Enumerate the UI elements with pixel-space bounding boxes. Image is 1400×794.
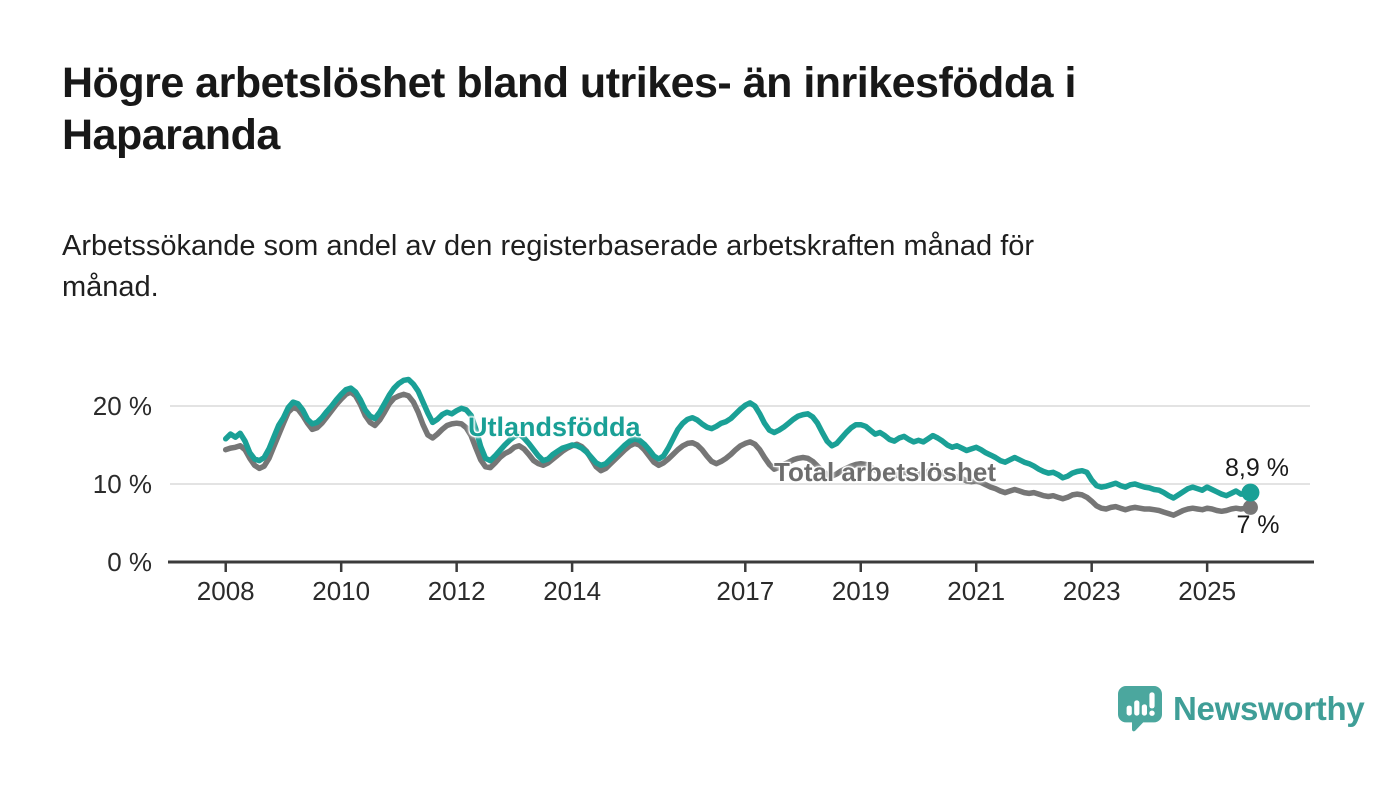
x-axis-tick-label: 2021 bbox=[947, 576, 1005, 606]
x-axis-tick-label: 2019 bbox=[832, 576, 890, 606]
x-axis-tick-label: 2014 bbox=[543, 576, 601, 606]
y-axis-tick-label: 0 % bbox=[107, 547, 152, 577]
page-subtitle: Arbetssökande som andel av den registerb… bbox=[62, 230, 1035, 303]
x-axis-tick-label: 2010 bbox=[312, 576, 370, 606]
series-line-utlandsfodda bbox=[222, 376, 1254, 501]
page-title: Högre arbetslöshet bland utrikes- än inr… bbox=[62, 59, 1076, 159]
x-axis-tick-label: 2012 bbox=[428, 576, 486, 606]
x-axis-tick-label: 2023 bbox=[1063, 576, 1121, 606]
series-label-total-arbetsloshet: Total arbetslöshet bbox=[774, 457, 997, 487]
latest-value-label-total: 7 % bbox=[1236, 511, 1280, 539]
series-line-total-arbetsloshet bbox=[222, 389, 1254, 518]
x-axis-tick-label: 2008 bbox=[197, 576, 255, 606]
newsworthy-logo: Newsworthy bbox=[1116, 684, 1365, 734]
brand-name: Newsworthy bbox=[1173, 690, 1365, 727]
x-axis-tick-label: 2025 bbox=[1178, 576, 1236, 606]
latest-point-total-arbetsloshet bbox=[1242, 499, 1258, 515]
y-axis-tick-label: 10 % bbox=[93, 469, 152, 499]
newsworthy-logo-icon bbox=[1118, 686, 1162, 732]
latest-value-label-utlandsfodda: 8,9 % bbox=[1225, 454, 1289, 482]
y-axis-tick-label: 20 % bbox=[93, 391, 152, 421]
latest-point-utlandsfodda bbox=[1241, 483, 1260, 502]
x-axis-tick-label: 2017 bbox=[716, 576, 774, 606]
series-label-utlandsfodda: Utlandsfödda bbox=[468, 412, 641, 442]
